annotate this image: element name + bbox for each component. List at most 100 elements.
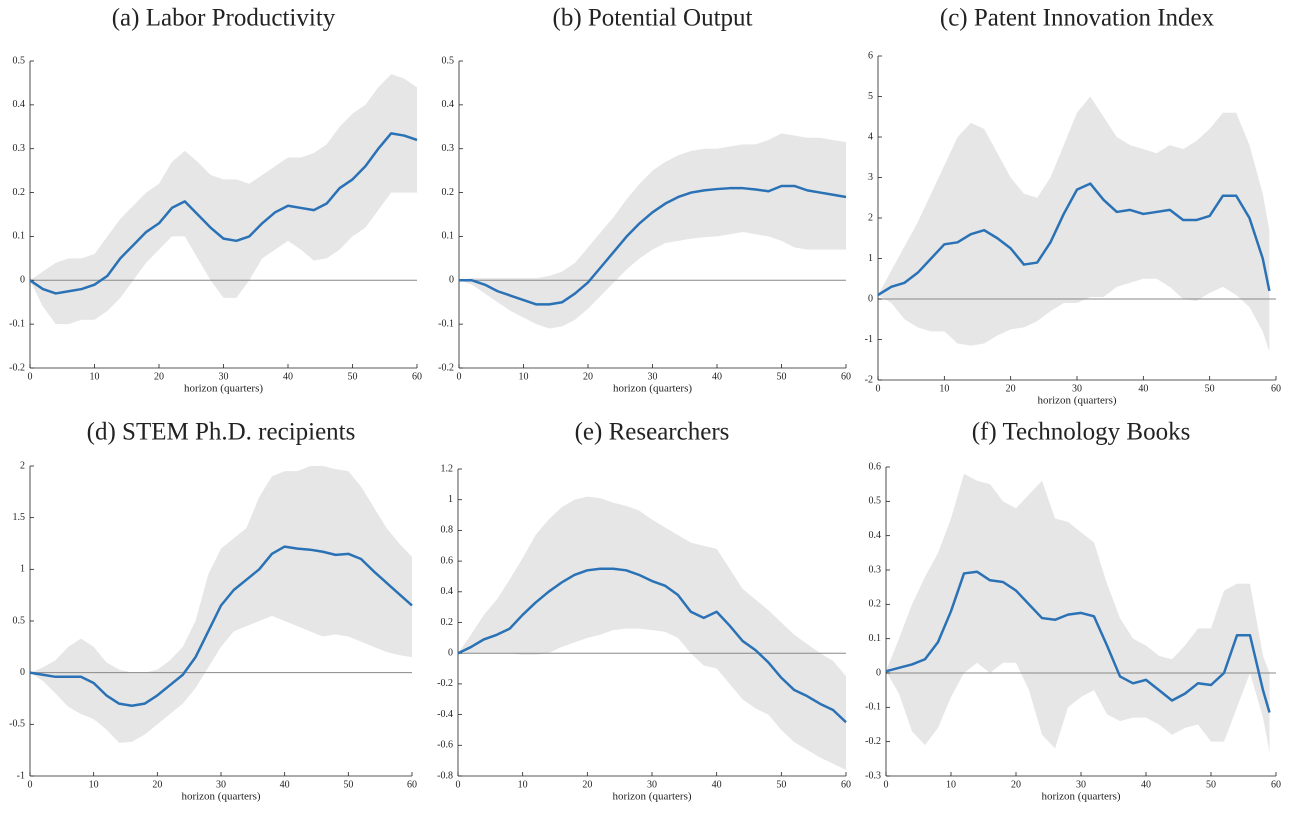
- x-tick-label: 10: [939, 383, 949, 394]
- x-tick-label: 10: [90, 371, 100, 382]
- x-tick-label: 40: [712, 779, 722, 790]
- y-tick-label: -0.2: [438, 362, 454, 373]
- y-tick-label: 5: [868, 91, 873, 102]
- x-tick-label: 60: [407, 779, 417, 790]
- y-tick-label: 0: [868, 293, 873, 304]
- panel-title: (d) STEM Ph.D. recipients: [87, 419, 356, 446]
- y-tick-label: 0.1: [13, 231, 26, 242]
- y-tick-label: 1: [868, 253, 873, 264]
- y-tick-label: -0.6: [437, 740, 453, 751]
- x-tick-label: 60: [841, 779, 851, 790]
- x-tick-label: 30: [648, 371, 658, 382]
- x-tick-label: 30: [647, 779, 657, 790]
- y-tick-label: 0.2: [869, 599, 882, 610]
- y-tick-label: -0.1: [865, 702, 881, 713]
- x-tick-label: 0: [28, 371, 33, 382]
- y-tick-label: 1: [20, 564, 25, 575]
- panel-title: (c) Patent Innovation Index: [940, 5, 1215, 32]
- y-tick-label: 0.5: [13, 615, 26, 626]
- x-tick-label: 20: [154, 371, 164, 382]
- x-tick-label: 0: [28, 779, 33, 790]
- x-tick-label: 50: [343, 779, 353, 790]
- irf-line: [877, 182, 1271, 297]
- x-tick-label: 40: [1138, 383, 1148, 394]
- y-tick-label: 1.2: [441, 463, 454, 474]
- y-tick-label: 6: [868, 50, 873, 61]
- y-tick-label: 0.2: [442, 187, 455, 198]
- x-axis-label: horizon (quarters): [184, 383, 263, 395]
- x-tick-label: 10: [89, 779, 99, 790]
- y-tick-label: 0: [448, 647, 453, 658]
- x-axis-label: horizon (quarters): [1041, 791, 1120, 803]
- x-tick-label: 30: [216, 779, 226, 790]
- y-tick-label: 0.2: [13, 187, 26, 198]
- panel-title: (b) Potential Output: [553, 5, 753, 32]
- x-tick-label: 60: [1271, 779, 1281, 790]
- y-tick-label: 4: [868, 131, 873, 142]
- y-tick-label: 0: [20, 275, 25, 286]
- x-tick-label: 20: [152, 779, 162, 790]
- y-tick-label: 0.3: [442, 143, 455, 154]
- x-tick-label: 50: [1206, 779, 1216, 790]
- y-tick-label: 0.4: [441, 586, 454, 597]
- y-tick-label: 1: [448, 494, 453, 505]
- x-tick-label: 20: [583, 371, 593, 382]
- y-tick-label: 0.8: [441, 525, 454, 536]
- irf-line: [885, 570, 1271, 713]
- y-tick-label: -0.2: [437, 678, 453, 689]
- y-tick-label: 1.5: [13, 512, 26, 523]
- y-tick-label: 0.5: [869, 496, 882, 507]
- x-tick-label: 0: [456, 779, 461, 790]
- y-tick-label: -1: [17, 770, 25, 781]
- y-tick-label: 0: [876, 667, 881, 678]
- y-tick-label: 3: [868, 172, 873, 183]
- x-axis-label: horizon (quarters): [613, 383, 692, 395]
- confidence-band: [458, 496, 846, 770]
- x-tick-label: 0: [876, 383, 881, 394]
- y-tick-label: 0.6: [869, 461, 882, 472]
- panel-title: (a) Labor Productivity: [112, 5, 336, 32]
- y-tick-label: -0.2: [865, 736, 881, 747]
- y-tick-label: 0.1: [869, 633, 882, 644]
- y-tick-label: -1: [865, 334, 873, 345]
- x-tick-label: 30: [219, 371, 229, 382]
- confidence-band: [878, 96, 1270, 352]
- y-tick-label: 0.5: [13, 55, 26, 66]
- y-tick-label: 0.1: [442, 231, 455, 242]
- y-tick-label: 0.4: [13, 99, 26, 110]
- irf-line: [29, 545, 413, 707]
- y-tick-label: -0.4: [437, 709, 453, 720]
- y-tick-label: -0.2: [9, 362, 25, 373]
- panel-title: (f) Technology Books: [972, 419, 1191, 446]
- irf-line: [29, 132, 418, 295]
- x-tick-label: 60: [1271, 383, 1281, 394]
- x-tick-label: 60: [841, 371, 851, 382]
- x-axis-label: horizon (quarters): [612, 791, 691, 803]
- y-tick-label: -0.5: [9, 719, 25, 730]
- irf-line: [459, 184, 847, 306]
- y-tick-label: -0.8: [437, 770, 453, 781]
- y-tick-label: -0.1: [9, 318, 25, 329]
- x-tick-label: 60: [412, 371, 422, 382]
- y-tick-label: -2: [865, 374, 873, 385]
- x-tick-label: 50: [777, 371, 787, 382]
- confidence-band: [30, 74, 417, 325]
- x-tick-label: 10: [946, 779, 956, 790]
- y-tick-label: 0.3: [869, 564, 882, 575]
- y-tick-label: 2: [20, 460, 25, 471]
- x-tick-label: 0: [457, 371, 462, 382]
- x-axis-label: horizon (quarters): [181, 791, 260, 803]
- y-tick-label: -0.3: [865, 770, 881, 781]
- y-tick-label: 2: [868, 212, 873, 223]
- confidence-band: [459, 133, 846, 329]
- x-tick-label: 20: [582, 779, 592, 790]
- x-tick-label: 10: [519, 371, 529, 382]
- irf-line: [457, 567, 847, 724]
- x-tick-label: 40: [1141, 779, 1151, 790]
- y-tick-label: 0: [449, 275, 454, 286]
- y-tick-label: 0: [20, 667, 25, 678]
- x-axis-label: horizon (quarters): [1037, 395, 1116, 407]
- x-tick-label: 50: [348, 371, 358, 382]
- y-tick-label: 0.2: [441, 617, 454, 628]
